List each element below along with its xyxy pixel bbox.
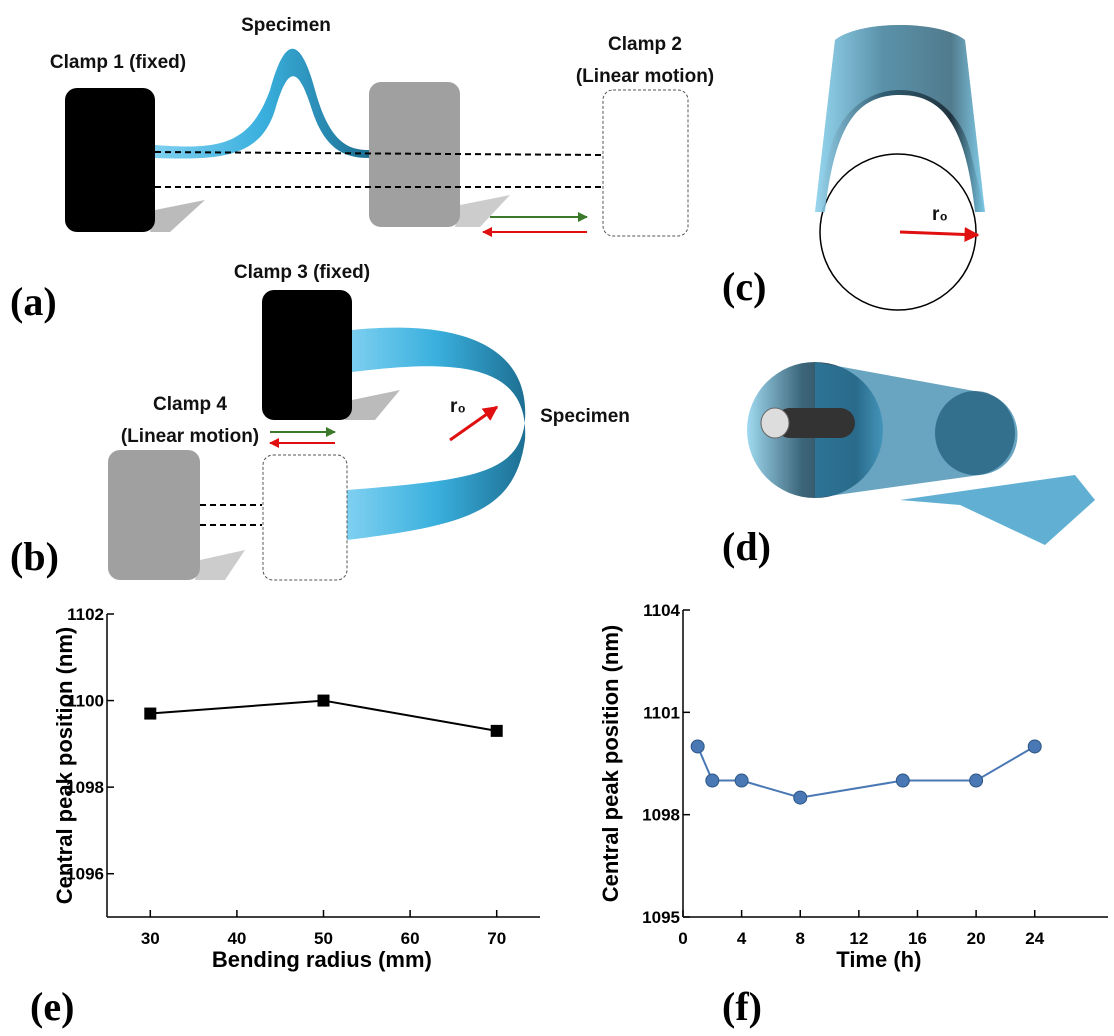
clamp-outline: [263, 455, 347, 580]
panel-b: r₀ Specimen Clamp 3 (fixed) Clamp 4 (Lin…: [10, 262, 630, 580]
x-tick-label: 0: [678, 929, 687, 948]
rod: [820, 154, 976, 310]
clamp: [262, 290, 352, 420]
label: (Linear motion): [121, 426, 259, 447]
y-tick-label: 1095: [642, 908, 680, 927]
y-tick-label: 1098: [642, 806, 680, 825]
panel-label: (f): [722, 984, 762, 1029]
marker: [318, 695, 330, 707]
specimen: [347, 328, 525, 540]
x-tick-label: 20: [967, 929, 986, 948]
label: Specimen: [241, 15, 331, 36]
x-axis-label: Time (h): [836, 947, 921, 972]
x-tick-label: 60: [401, 929, 420, 948]
shadow: [150, 200, 205, 232]
label: Clamp 1 (fixed): [50, 52, 186, 73]
marker: [144, 708, 156, 720]
marker: [896, 774, 909, 787]
marker: [1028, 740, 1041, 753]
x-tick-label: 30: [141, 929, 160, 948]
x-tick-label: 70: [487, 929, 506, 948]
x-tick-label: 50: [314, 929, 333, 948]
x-tick-label: 16: [908, 929, 927, 948]
panel-label: (c): [722, 264, 766, 309]
y-axis-label: Central peak position (nm): [52, 627, 77, 904]
panel-label: (e): [30, 984, 74, 1029]
rod-end: [761, 408, 789, 438]
label: r₀: [932, 204, 948, 225]
x-tick-label: 24: [1025, 929, 1044, 948]
marker: [735, 774, 748, 787]
panel-label: (d): [722, 524, 771, 569]
x-axis-label: Bending radius (mm): [212, 947, 432, 972]
specimen: [900, 475, 1095, 545]
figure: Specimen Clamp 1 (fixed) Clamp 2 (Linear…: [0, 0, 1114, 1036]
y-tick-label: 1102: [67, 605, 104, 624]
label: Clamp 2: [608, 34, 682, 55]
roll: [935, 391, 1015, 475]
y-tick-label: 1101: [643, 703, 680, 722]
x-tick-label: 12: [849, 929, 868, 948]
label: Clamp 4: [153, 394, 227, 415]
panel-label: (b): [10, 534, 59, 579]
panel-c: r₀ (c): [722, 25, 985, 310]
label: Clamp 3 (fixed): [234, 262, 370, 283]
series-line: [698, 746, 1035, 797]
y-tick-label: 1104: [643, 601, 680, 620]
y-axis-label: Central peak position (nm): [598, 625, 623, 902]
marker: [970, 774, 983, 787]
marker: [706, 774, 719, 787]
panel-d: (d): [722, 362, 1095, 569]
shadow: [195, 550, 245, 580]
clamp-outline: [603, 90, 688, 236]
x-tick-label: 40: [227, 929, 246, 948]
shadow: [455, 195, 510, 227]
marker: [794, 791, 807, 804]
specimen: [155, 49, 369, 159]
marker: [691, 740, 704, 753]
marker: [491, 725, 503, 737]
label: (Linear motion): [576, 66, 714, 87]
x-tick-label: 4: [737, 929, 747, 948]
panel-label: (a): [10, 279, 57, 324]
clamp: [108, 450, 200, 580]
label: Specimen: [540, 406, 630, 427]
shadow: [345, 390, 400, 420]
clamp: [65, 88, 155, 232]
x-tick-label: 8: [796, 929, 805, 948]
label: r₀: [450, 396, 466, 417]
